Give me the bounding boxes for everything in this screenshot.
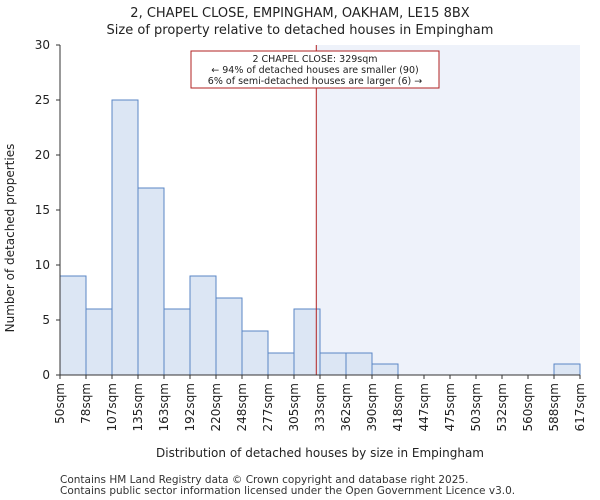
x-tick-label: 503sqm bbox=[469, 383, 483, 431]
x-tick-label: 475sqm bbox=[443, 383, 457, 431]
y-tick-label: 25 bbox=[35, 93, 50, 107]
x-tick-label: 277sqm bbox=[261, 383, 275, 431]
histogram-bar bbox=[241, 330, 269, 376]
x-tick-label: 305sqm bbox=[287, 383, 301, 431]
x-tick-label: 588sqm bbox=[547, 383, 561, 431]
annotation-line-3: 6% of semi-detached houses are larger (6… bbox=[208, 76, 422, 87]
footer-line-1: Contains HM Land Registry data © Crown c… bbox=[60, 474, 469, 486]
histogram-bar bbox=[293, 308, 321, 376]
chart-title: 2, CHAPEL CLOSE, EMPINGHAM, OAKHAM, LE15… bbox=[130, 6, 470, 21]
y-tick-label: 15 bbox=[35, 203, 50, 217]
chart-subtitle: Size of property relative to detached ho… bbox=[106, 23, 494, 38]
histogram-bar bbox=[319, 352, 347, 376]
x-tick-label: 220sqm bbox=[209, 383, 223, 431]
y-tick-label: 0 bbox=[42, 368, 50, 382]
y-tick-label: 10 bbox=[35, 258, 50, 272]
histogram-bar bbox=[137, 187, 165, 376]
histogram-bar bbox=[59, 275, 87, 376]
annotation-box bbox=[190, 50, 440, 89]
y-tick-label: 30 bbox=[35, 38, 50, 52]
histogram-bar bbox=[267, 352, 295, 376]
annotation-line-1: 2 CHAPEL CLOSE: 329sqm bbox=[252, 54, 377, 65]
x-tick-label: 418sqm bbox=[391, 383, 405, 431]
histogram-bar bbox=[85, 308, 113, 376]
x-tick-label: 50sqm bbox=[53, 383, 67, 424]
highlight-region bbox=[316, 45, 580, 375]
y-tick-label: 5 bbox=[42, 313, 50, 327]
marker-annotation: 2 CHAPEL CLOSE: 329sqm ← 94% of detached… bbox=[190, 50, 440, 89]
x-tick-label: 192sqm bbox=[183, 383, 197, 431]
x-tick-label: 560sqm bbox=[521, 383, 535, 431]
x-tick-label: 248sqm bbox=[235, 383, 249, 431]
histogram-bar bbox=[371, 363, 399, 376]
x-tick-label: 617sqm bbox=[573, 383, 587, 431]
histogram-bar bbox=[345, 352, 373, 376]
x-tick-label: 107sqm bbox=[105, 383, 119, 431]
x-tick-label: 447sqm bbox=[417, 383, 431, 431]
histogram-bar bbox=[189, 275, 217, 376]
x-tick-label: 333sqm bbox=[313, 383, 327, 431]
annotation-line-2: ← 94% of detached houses are smaller (90… bbox=[211, 65, 418, 76]
x-tick-label: 362sqm bbox=[339, 383, 353, 431]
x-axis-label: Distribution of detached houses by size … bbox=[156, 446, 484, 460]
histogram-bar bbox=[553, 363, 581, 376]
footer-line-2: Contains public sector information licen… bbox=[60, 485, 516, 497]
x-tick-label: 532sqm bbox=[495, 383, 509, 431]
x-tick-label: 163sqm bbox=[157, 383, 171, 431]
x-tick-label: 78sqm bbox=[79, 383, 93, 424]
histogram-bar bbox=[215, 297, 243, 376]
x-tick-label: 390sqm bbox=[365, 383, 379, 431]
histogram-bar bbox=[163, 308, 191, 376]
histogram-bar bbox=[111, 99, 139, 376]
y-tick-label: 20 bbox=[35, 148, 50, 162]
x-tick-label: 135sqm bbox=[131, 383, 145, 431]
y-axis-label: Number of detached properties bbox=[3, 144, 17, 333]
